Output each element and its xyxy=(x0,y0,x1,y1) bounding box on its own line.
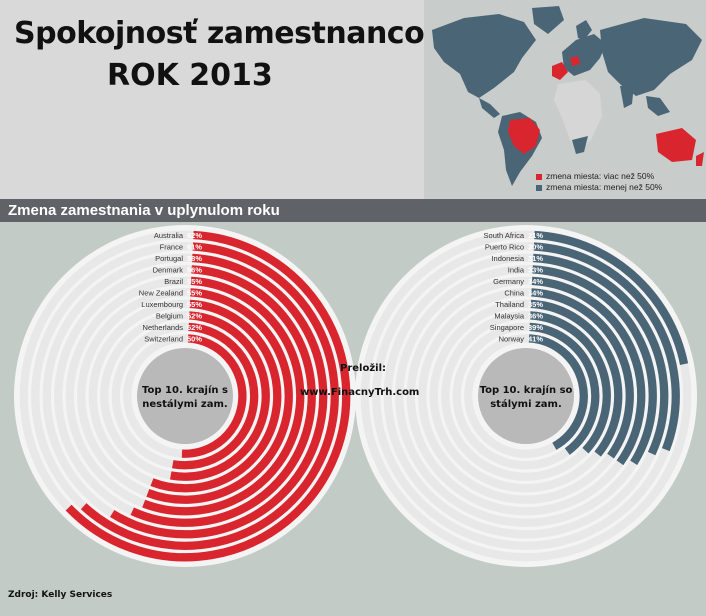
map-greenland xyxy=(532,6,564,34)
map-africa xyxy=(554,80,602,152)
value-arc xyxy=(530,299,623,457)
category-label: Puerto Rico xyxy=(485,242,524,251)
value-label: 50% xyxy=(187,335,202,344)
value-label: 61% xyxy=(187,242,202,251)
category-label: Singapore xyxy=(490,323,524,332)
value-label: 31% xyxy=(528,254,543,263)
category-label: Norway xyxy=(499,335,525,344)
category-label: Luxembourg xyxy=(141,300,183,309)
category-label: Australia xyxy=(154,231,184,240)
category-label: Netherlands xyxy=(143,323,184,332)
source-note: Zdroj: Kelly Services xyxy=(8,590,113,600)
page-title: Spokojnosť zamestnancov xyxy=(14,16,444,51)
value-arc xyxy=(533,253,669,456)
value-label: 33% xyxy=(528,266,543,275)
value-label: 39% xyxy=(528,323,543,332)
value-label: 30% xyxy=(528,242,543,251)
category-label: China xyxy=(504,289,524,298)
map-india xyxy=(620,84,634,108)
category-label: Malaysia xyxy=(494,312,524,321)
map-central-america xyxy=(479,98,500,118)
value-label: 21% xyxy=(528,231,543,240)
category-label: India xyxy=(508,266,525,275)
category-label: South Africa xyxy=(484,231,525,240)
map-brazil xyxy=(508,118,540,154)
value-arc xyxy=(65,230,351,562)
value-arc xyxy=(531,288,634,459)
value-label: 52% xyxy=(187,312,202,321)
value-arc xyxy=(532,265,657,465)
category-label: Switzerland xyxy=(144,335,183,344)
left-chart-center-label: Top 10. krajín s nestálymi zam. xyxy=(142,385,228,410)
map-new-zealand xyxy=(696,152,704,166)
value-arc xyxy=(172,322,259,470)
value-arc xyxy=(530,311,611,454)
credit-site: www.FinacnyTrh.com xyxy=(300,387,420,398)
value-label: 34% xyxy=(528,289,543,298)
map-north-america xyxy=(432,14,536,98)
legend-item-unstable: zmena miesta: viac než 50% xyxy=(536,171,662,182)
value-label: 41% xyxy=(528,335,543,344)
value-arc xyxy=(150,299,282,493)
value-label: 62% xyxy=(187,231,202,240)
value-arc xyxy=(529,322,600,455)
value-arc xyxy=(142,276,305,516)
value-label: 36% xyxy=(528,312,543,321)
category-label: Denmark xyxy=(153,266,184,275)
map-europe-red-2 xyxy=(570,56,580,66)
value-arc xyxy=(181,334,247,458)
value-label: 55% xyxy=(187,300,202,309)
category-label: Brazil xyxy=(164,277,183,286)
value-label: 34% xyxy=(528,277,543,286)
category-label: Indonesia xyxy=(491,254,524,263)
map-australia xyxy=(656,128,696,162)
category-label: France xyxy=(160,242,183,251)
value-arc xyxy=(130,265,316,527)
legend-swatch-red xyxy=(536,173,542,180)
map-legend: zmena miesta: viac než 50% zmena miesta:… xyxy=(536,171,662,193)
legend-swatch-blue xyxy=(536,184,542,191)
map-south-africa xyxy=(572,136,588,154)
value-arc xyxy=(531,276,646,466)
value-arc xyxy=(534,230,689,365)
value-arc xyxy=(109,253,328,539)
value-label: 56% xyxy=(187,266,202,275)
category-label: Germany xyxy=(493,277,524,286)
credit-label: Preložil: xyxy=(340,363,387,374)
map-scandinavia xyxy=(576,20,592,40)
section-title: Zmena zamestnania v uplynulom roku xyxy=(0,199,706,222)
value-arc xyxy=(528,334,588,450)
value-label: 58% xyxy=(187,254,202,263)
category-label: Portugal xyxy=(155,254,183,263)
value-arc xyxy=(146,288,293,504)
legend-item-stable: zmena miesta: menej než 50% xyxy=(536,182,662,193)
chart-hub xyxy=(137,348,233,444)
value-label: 52% xyxy=(187,323,202,332)
category-label: Thailand xyxy=(495,300,524,309)
page-subtitle-year: ROK 2013 xyxy=(107,58,273,93)
right-chart-center-label: Top 10. krajín so stálymi zam. xyxy=(479,385,573,410)
value-label: 35% xyxy=(528,300,543,309)
value-arc xyxy=(80,242,339,550)
map-asia xyxy=(600,18,702,96)
map-europe-red xyxy=(552,62,568,80)
map-southeast-asia xyxy=(646,96,670,116)
world-map-graphic xyxy=(432,6,704,186)
value-arc xyxy=(533,242,680,452)
chart-hub xyxy=(478,348,574,444)
radial-charts: Australia 62%France 61%Portugal 58%Denmark 5… xyxy=(14,225,697,567)
category-label: New Zealand xyxy=(139,289,183,298)
charts-area: Australia 62% France 61% Portugal 58% Denmark 5… xyxy=(0,222,706,611)
map-europe xyxy=(562,34,606,76)
value-label: 55% xyxy=(187,289,202,298)
value-label: 55% xyxy=(187,277,202,286)
category-label: Belgium xyxy=(156,312,183,321)
track-ring xyxy=(360,230,692,562)
world-map xyxy=(424,0,706,199)
value-arc xyxy=(169,311,270,481)
